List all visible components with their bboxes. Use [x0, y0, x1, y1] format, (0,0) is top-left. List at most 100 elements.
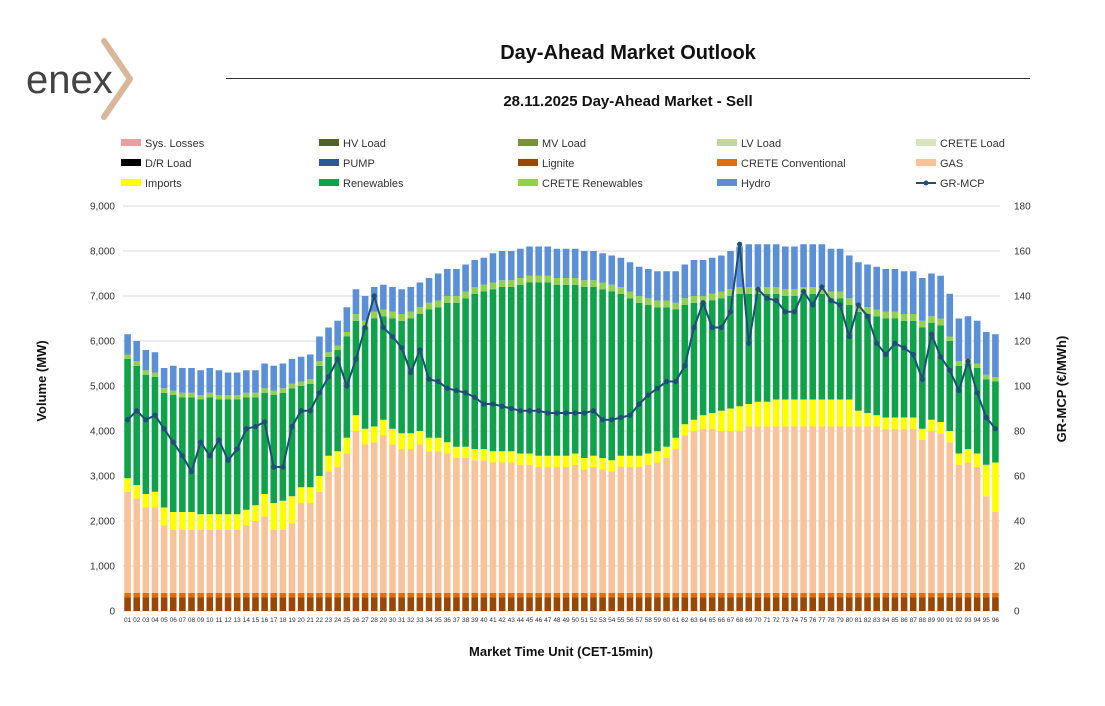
- bar-gas: [617, 467, 625, 593]
- bar-crete-conventional: [517, 593, 524, 598]
- bar-imports: [434, 437, 442, 452]
- bar-lignite: [900, 597, 908, 611]
- bar-crete-renewables: [992, 377, 999, 382]
- bar-imports: [663, 446, 670, 458]
- mcp-point: [746, 340, 752, 346]
- bar-hydro: [133, 341, 140, 362]
- bar-lignite: [690, 597, 698, 611]
- mcp-point: [782, 309, 788, 315]
- bar-crete-conventional: [179, 593, 186, 598]
- x-tick-label: 88: [919, 617, 927, 624]
- bar-imports: [718, 410, 725, 431]
- mcp-point: [225, 457, 231, 463]
- y-tick-label: 1,000: [90, 562, 115, 573]
- mcp-line-path: [126, 244, 997, 474]
- x-tick-label: 01: [124, 617, 132, 624]
- bar-crete-renewables: [407, 311, 415, 319]
- bar-lignite: [215, 597, 223, 611]
- x-tick-label: 89: [928, 617, 936, 624]
- bar-crete-conventional: [809, 593, 817, 598]
- bar-hydro: [215, 370, 223, 395]
- bar-lignite: [626, 597, 634, 611]
- legend-swatch: [518, 159, 538, 166]
- bar-crete-conventional: [398, 593, 405, 598]
- x-tick-label: 26: [352, 617, 360, 624]
- bar-crete-conventional: [270, 593, 278, 598]
- bar-renewables: [160, 392, 168, 508]
- bar-crete-renewables: [498, 280, 506, 287]
- bar-renewables: [233, 399, 241, 515]
- bar-lignite: [772, 597, 780, 611]
- legend-label: Sys. Losses: [145, 138, 205, 150]
- x-tick-label: 66: [718, 617, 726, 624]
- bar-gas: [663, 458, 670, 593]
- bar-gas: [964, 462, 972, 593]
- legend-label: GAS: [940, 158, 963, 170]
- bar-crete-renewables: [827, 291, 835, 299]
- bar-lignite: [270, 597, 278, 611]
- bar-crete-conventional: [316, 593, 323, 598]
- bar-lignite: [370, 597, 378, 611]
- bar-imports: [882, 417, 890, 429]
- bar-lignite: [471, 597, 479, 611]
- logo-wordmark: enex: [26, 58, 113, 102]
- bar-lignite: [343, 597, 351, 611]
- x-tick-label: 20: [298, 617, 306, 624]
- bar-gas: [462, 458, 469, 593]
- mcp-point: [636, 401, 642, 407]
- mcp-point: [590, 408, 597, 414]
- legend-swatch: [717, 139, 737, 146]
- bar-imports: [489, 451, 497, 463]
- bar-lignite: [983, 597, 990, 611]
- mcp-point: [179, 453, 185, 459]
- bar-gas: [745, 426, 753, 593]
- mcp-point: [773, 297, 779, 304]
- legend-swatch: [518, 179, 538, 186]
- x-tick-label: 36: [444, 617, 452, 624]
- x-tick-label: 37: [453, 617, 461, 624]
- x-tick-label: 96: [992, 617, 1000, 624]
- bar-crete-renewables: [444, 296, 451, 303]
- bar-hydro: [727, 251, 734, 290]
- bar-renewables: [800, 293, 807, 400]
- x-tick-label: 94: [974, 617, 982, 624]
- bar-renewables: [352, 320, 360, 416]
- bar-imports: [635, 455, 643, 467]
- bar-imports: [699, 415, 707, 429]
- bar-crete-renewables: [699, 296, 707, 303]
- x-tick-label: 19: [288, 617, 296, 624]
- bar-crete-renewables: [553, 278, 561, 285]
- bar-imports: [398, 433, 405, 449]
- bar-renewables: [252, 397, 259, 506]
- bar-gas: [279, 530, 287, 593]
- bar-imports: [142, 494, 150, 508]
- bar-renewables: [288, 388, 296, 497]
- bar-crete-conventional: [416, 593, 424, 598]
- bar-hydro: [507, 251, 515, 281]
- bar-renewables: [279, 392, 287, 501]
- enex-logo: enex: [26, 38, 133, 120]
- bar-gas: [718, 431, 725, 593]
- x-tick-label: 18: [279, 617, 287, 624]
- bar-gas: [946, 442, 954, 593]
- bar-crete-renewables: [197, 395, 204, 400]
- bar-renewables: [809, 293, 817, 400]
- bar-crete-renewables: [389, 311, 396, 319]
- bar-crete-conventional: [672, 593, 679, 598]
- bar-hydro: [352, 289, 360, 314]
- bar-crete-renewables: [215, 395, 223, 400]
- bar-renewables: [407, 318, 415, 434]
- bar-renewables: [416, 314, 424, 431]
- mcp-point: [316, 390, 323, 396]
- bar-lignite: [288, 597, 296, 611]
- bar-lignite: [407, 597, 415, 611]
- bar-gas: [380, 435, 387, 593]
- bar-imports: [517, 453, 524, 465]
- bar-renewables: [243, 397, 250, 510]
- bar-crete-conventional: [489, 593, 497, 598]
- x-tick-label: 67: [727, 617, 735, 624]
- bar-gas: [343, 453, 351, 593]
- bar-crete-conventional: [380, 593, 387, 598]
- bar-imports: [206, 514, 214, 530]
- bar-gas: [809, 426, 817, 593]
